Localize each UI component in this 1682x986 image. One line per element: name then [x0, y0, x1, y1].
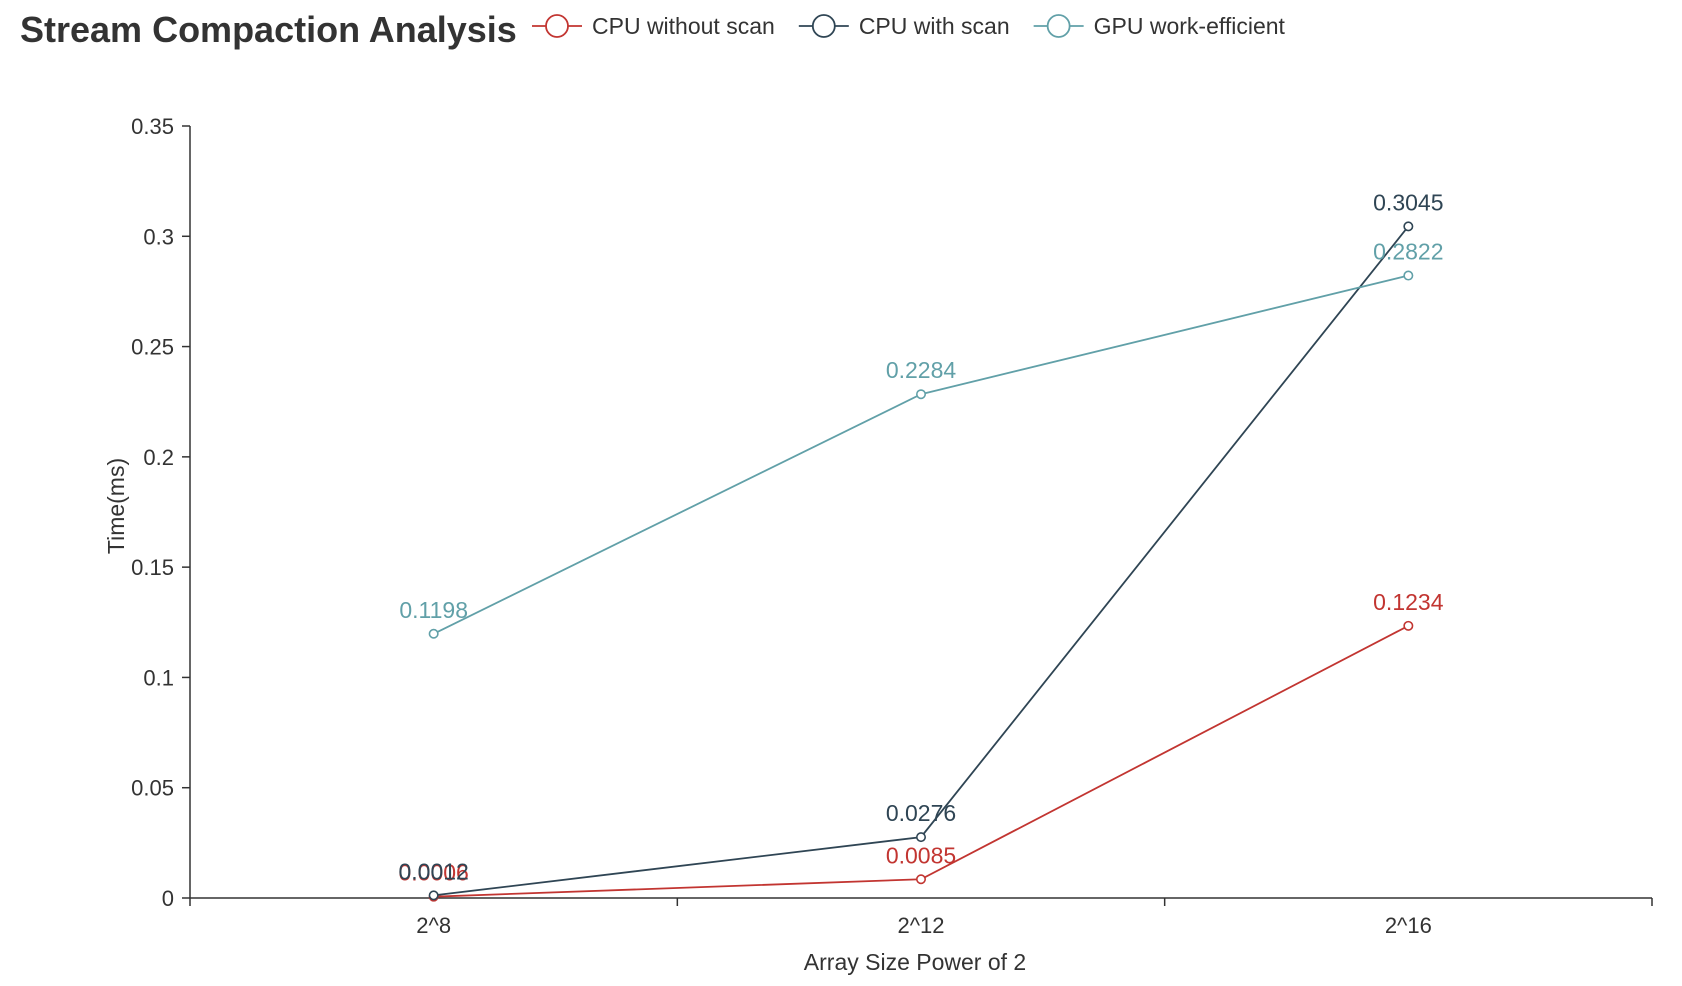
y-tick-label: 0.05: [131, 776, 174, 801]
y-tick-label: 0.1: [143, 665, 174, 690]
data-label: 0.3045: [1373, 189, 1443, 215]
y-tick-label: 0: [162, 886, 174, 911]
data-point: [915, 389, 926, 400]
legend-item: CPU without scan: [532, 13, 775, 39]
legend-item: CPU with scan: [798, 13, 1010, 39]
data-point: [428, 890, 439, 901]
x-tick-label: 2^12: [897, 913, 944, 938]
y-tick-label: 0.15: [131, 555, 174, 580]
legend-marker: [811, 14, 836, 38]
data-label: 0.2284: [886, 357, 957, 383]
data-point: [1403, 221, 1414, 232]
data-label: 0.0085: [886, 842, 956, 868]
legend-marker: [545, 14, 569, 38]
data-label: 0.2822: [1373, 239, 1443, 265]
legend-label: CPU with scan: [859, 13, 1010, 39]
series-gpu-work-efficient: 0.1198 0.2284 0.2822: [399, 239, 1444, 639]
data-point: [915, 832, 926, 843]
data-label: 0.0006: [398, 860, 468, 886]
x-tick-label: 2^16: [1385, 913, 1432, 938]
legend-label: GPU work-efficient: [1094, 13, 1286, 39]
x-axis: 2^8 2^12 2^16: [189, 897, 1653, 938]
series-cpu-with-scan: 0.0012 0.0276 0.3045: [398, 189, 1444, 901]
y-tick-label: 0.3: [143, 224, 174, 249]
y-axis: 0 0.05 0.1 0.15 0.2 0.25 0.3 0.35: [131, 114, 191, 911]
x-tick-label: 2^8: [416, 913, 451, 938]
y-tick-label: 0.2: [143, 445, 174, 470]
data-point: [915, 874, 926, 885]
legend-label: CPU without scan: [592, 13, 775, 39]
data-point: [1403, 270, 1414, 281]
series-line: [433, 225, 1410, 897]
series-cpu-without-scan: 0.0006 0.0085 0.1234: [398, 589, 1444, 902]
axes: 0 0.05 0.1 0.15 0.2 0.25 0.3 0.35 2^8 2^12 2^16 A…: [103, 114, 1653, 975]
x-axis-title: Array Size Power of 2: [804, 949, 1026, 975]
y-tick-label: 0.25: [131, 335, 174, 360]
legend-item: GPU work-efficient: [1033, 13, 1286, 39]
plot-area: 0.0006 0.0085 0.1234 0.0012 0.0276 0.3045 0.11…: [398, 189, 1444, 902]
y-tick-label: 0.35: [131, 114, 174, 139]
y-axis-title: Time(ms): [103, 458, 129, 554]
chart-title: Stream Compaction Analysis: [20, 9, 517, 50]
data-label: 0.0276: [886, 800, 956, 826]
data-point: [1403, 620, 1414, 631]
data-label: 0.1198: [399, 597, 468, 623]
data-label: 0.0012: [398, 858, 468, 884]
data-label: 0.1234: [1373, 589, 1444, 615]
series-line: [433, 274, 1409, 635]
data-point: [428, 628, 439, 639]
legend: CPU without scan CPU with scan GPU work-ef…: [532, 13, 1286, 39]
legend-marker: [1046, 14, 1071, 38]
